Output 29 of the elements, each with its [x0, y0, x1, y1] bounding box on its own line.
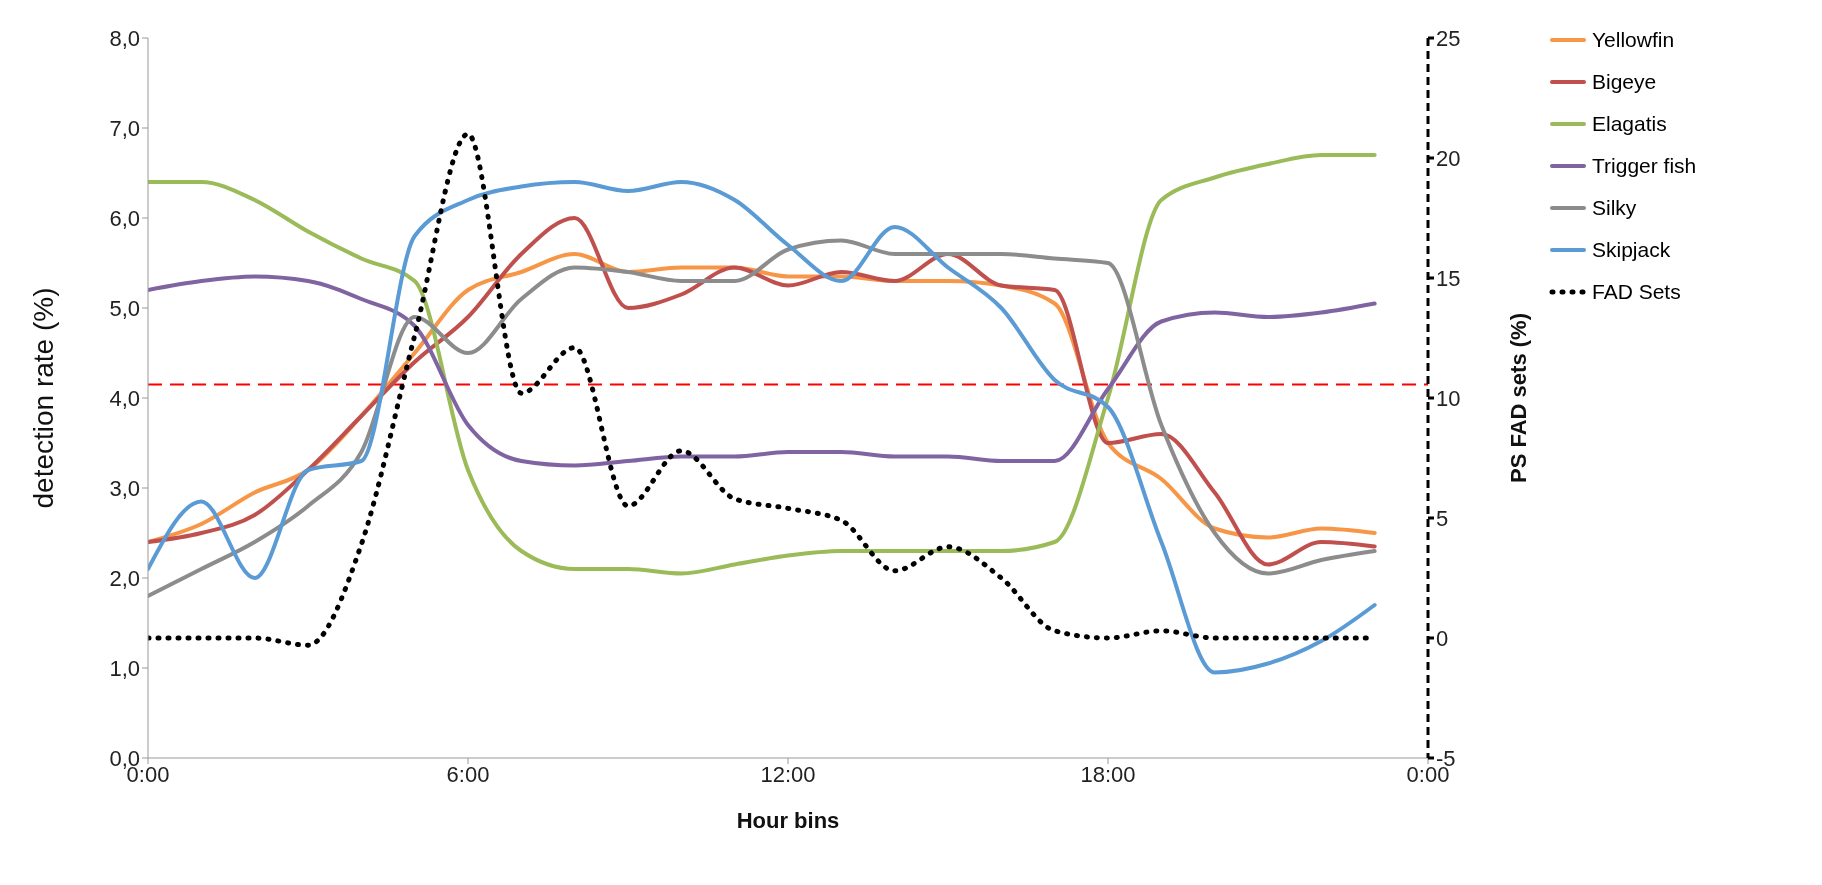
- y-tick-label: 6,0: [109, 205, 140, 231]
- y2-tick-label: 5: [1436, 505, 1449, 531]
- y2-tick-label: 0: [1436, 625, 1449, 651]
- y-tick-label: 5,0: [109, 295, 140, 321]
- y2-tick-label: 15: [1436, 265, 1461, 291]
- y2-tick-label: 25: [1436, 25, 1461, 51]
- y2-axis-title: PS FAD sets (%): [1505, 313, 1531, 483]
- line-series: [148, 153, 1377, 576]
- y-tick-label: 8,0: [109, 25, 140, 51]
- x-tick-label: 6:00: [446, 761, 490, 787]
- legend-label: Skipjack: [1592, 238, 1671, 262]
- legend-label: Bigeye: [1592, 70, 1657, 94]
- x-axis-title: Hour bins: [736, 808, 840, 833]
- legend-label: Elagatis: [1592, 112, 1667, 136]
- y-tick-label: 1,0: [109, 655, 140, 681]
- y-tick-label: 4,0: [109, 385, 140, 411]
- x-tick-label: 18:00: [1080, 761, 1136, 787]
- legend-label: FAD Sets: [1592, 280, 1681, 304]
- line-series: [148, 274, 1377, 468]
- y-tick-label: 3,0: [109, 475, 140, 501]
- y2-tick-label: 20: [1436, 145, 1461, 171]
- x-tick-label: 12:00: [760, 761, 816, 787]
- legend-label: Silky: [1592, 196, 1637, 220]
- y2-tick-label: 10: [1436, 385, 1461, 411]
- legend-label: Yellowfin: [1592, 28, 1675, 52]
- legend-label: Trigger fish: [1592, 154, 1697, 178]
- y-tick-label: 2,0: [109, 565, 140, 591]
- y-axis-title: detection rate (%): [27, 287, 59, 509]
- y-tick-label: 7,0: [109, 115, 140, 141]
